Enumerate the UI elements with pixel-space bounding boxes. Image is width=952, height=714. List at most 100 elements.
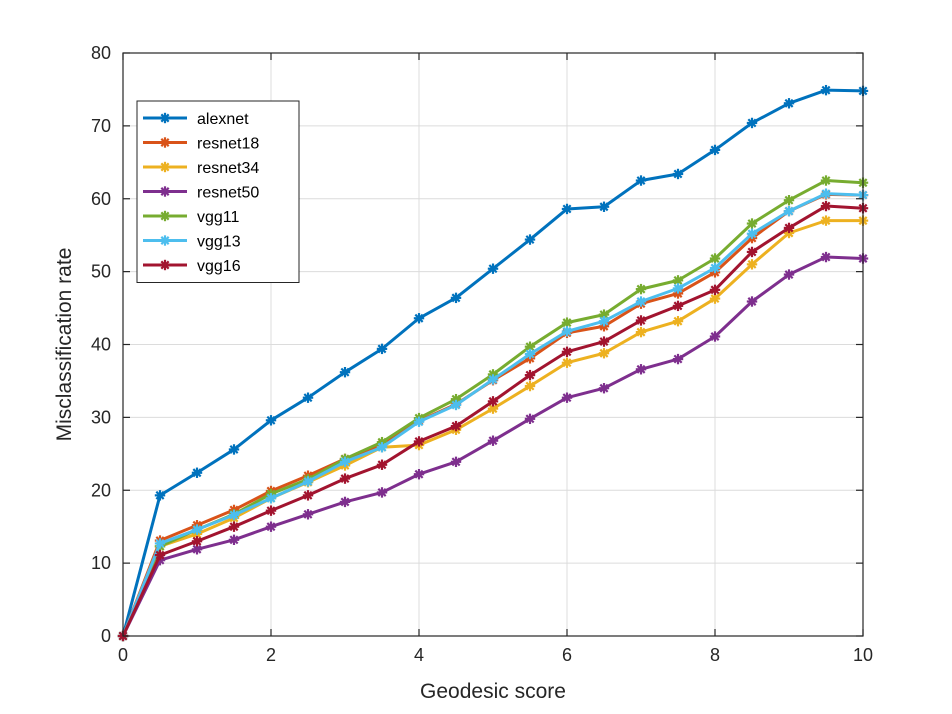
data-point-alexnet (635, 175, 647, 186)
data-point-vgg16 (524, 369, 536, 381)
data-point-resnet50 (746, 296, 758, 307)
data-point-resnet50 (820, 251, 832, 263)
data-point-vgg16 (302, 490, 314, 501)
data-point-alexnet (598, 201, 610, 212)
legend-marker (159, 259, 171, 271)
data-point-vgg16 (746, 246, 758, 258)
data-point-vgg13 (450, 399, 462, 411)
data-point-alexnet (450, 292, 462, 304)
series-resnet50 (117, 251, 869, 642)
data-point-vgg11 (635, 283, 647, 295)
data-point-resnet34 (709, 293, 721, 304)
legend-label: resnet34 (197, 160, 259, 177)
y-tick-label: 80 (91, 43, 111, 63)
data-point-vgg16 (450, 420, 462, 432)
data-point-vgg16 (191, 536, 203, 547)
data-point-resnet34 (820, 215, 832, 226)
legend-label: vgg13 (197, 234, 241, 251)
data-point-vgg16 (376, 459, 388, 470)
data-point-vgg13 (672, 283, 684, 294)
data-point-vgg13 (561, 326, 573, 337)
data-point-resnet34 (635, 326, 647, 338)
legend-marker (159, 161, 171, 173)
data-point-resnet50 (302, 509, 314, 520)
data-point-resnet50 (635, 364, 647, 375)
legend-item-vgg13: vgg13 (143, 234, 241, 251)
x-tick-label: 0 (118, 645, 128, 665)
data-point-alexnet (524, 234, 536, 245)
legend-item-vgg16: vgg16 (143, 258, 241, 275)
y-tick-label: 60 (91, 189, 111, 209)
data-point-vgg16 (487, 396, 499, 407)
data-point-vgg13 (746, 228, 758, 239)
y-tick-label: 10 (91, 553, 111, 573)
data-point-vgg13 (339, 456, 351, 468)
data-point-vgg11 (598, 309, 610, 320)
data-point-vgg13 (635, 296, 647, 307)
legend-item-resnet34: resnet34 (143, 160, 259, 177)
data-point-vgg16 (783, 222, 795, 234)
data-point-vgg11 (746, 218, 758, 229)
x-tick-label: 8 (710, 645, 720, 665)
data-point-alexnet (561, 203, 573, 215)
data-point-vgg11 (820, 175, 832, 186)
legend-item-vgg11: vgg11 (143, 209, 240, 226)
legend-label: resnet18 (197, 136, 259, 153)
legend-label: vgg11 (197, 209, 240, 226)
data-point-vgg13 (413, 416, 425, 427)
data-point-resnet34 (524, 380, 536, 392)
data-point-resnet50 (598, 383, 610, 394)
axis-ticks: 0 2 4 6 8 10 0 10 20 30 40 50 60 70 80 (91, 43, 873, 665)
y-tick-label: 0 (101, 626, 111, 646)
data-point-vgg13 (487, 374, 499, 385)
data-point-vgg13 (302, 476, 314, 487)
legend-marker (159, 112, 171, 124)
y-axis-label: Misclassification rate (53, 248, 76, 442)
legend-marker (159, 137, 171, 148)
data-point-resnet34 (561, 357, 573, 368)
data-point-resnet50 (339, 496, 351, 508)
data-point-resnet50 (672, 353, 684, 365)
y-tick-label: 30 (91, 407, 111, 427)
y-tick-label: 40 (91, 335, 111, 355)
x-tick-label: 10 (853, 645, 873, 665)
legend-label: vgg16 (197, 258, 241, 275)
legend-label: resnet50 (197, 185, 259, 202)
data-point-vgg13 (191, 524, 203, 535)
data-point-resnet50 (265, 521, 277, 532)
data-point-resnet50 (450, 456, 462, 468)
series-layer (117, 84, 869, 642)
data-point-alexnet (191, 467, 203, 478)
data-point-alexnet (413, 313, 425, 324)
data-point-resnet50 (228, 534, 240, 546)
data-point-vgg11 (561, 317, 573, 328)
data-point-alexnet (228, 444, 240, 455)
data-point-alexnet (302, 392, 314, 403)
legend-label: alexnet (197, 111, 249, 128)
data-point-vgg16 (709, 284, 721, 296)
data-point-vgg13 (783, 205, 795, 217)
data-point-resnet34 (598, 348, 610, 359)
data-point-resnet50 (561, 392, 573, 403)
x-axis-label: Geodesic score (420, 680, 566, 703)
data-point-resnet50 (783, 269, 795, 280)
data-point-vgg11 (783, 195, 795, 206)
legend: alexnet resnet18 resnet34 resnet50 vgg11 vgg1… (136, 100, 300, 283)
data-point-alexnet (487, 263, 499, 274)
data-point-alexnet (709, 144, 721, 156)
data-point-vgg13 (154, 538, 166, 549)
legend-marker (159, 210, 171, 222)
data-point-vgg16 (228, 521, 240, 532)
data-point-resnet50 (413, 469, 425, 480)
legend-item-alexnet: alexnet (143, 111, 249, 128)
data-point-vgg13 (598, 315, 610, 327)
data-point-alexnet (376, 343, 388, 355)
x-tick-label: 6 (562, 645, 572, 665)
data-point-vgg16 (339, 473, 351, 484)
data-point-vgg16 (598, 336, 610, 347)
data-point-alexnet (339, 366, 351, 378)
data-point-vgg13 (709, 262, 721, 274)
legend-item-resnet18: resnet18 (143, 136, 259, 153)
data-point-resnet50 (709, 331, 721, 342)
data-point-vgg16 (413, 436, 425, 447)
